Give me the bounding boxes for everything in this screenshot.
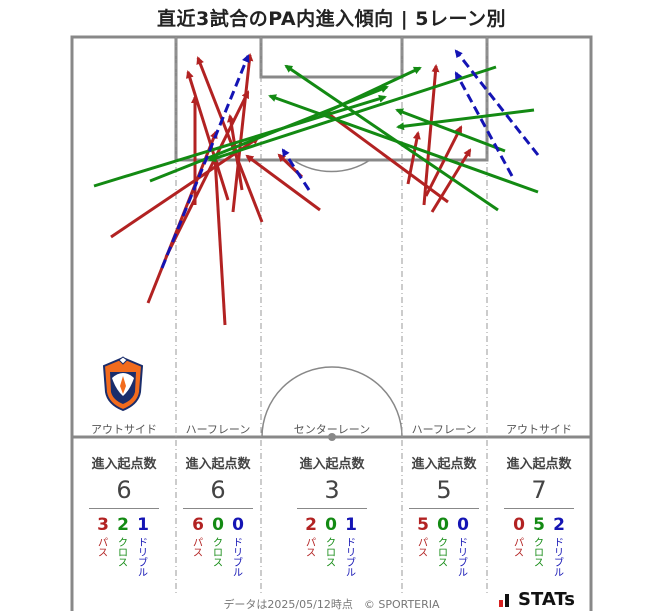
divider — [409, 508, 479, 509]
pass-count: 3 — [97, 515, 109, 535]
cross-label: クロス — [213, 538, 223, 569]
divider — [297, 508, 367, 509]
pass-count: 6 — [192, 515, 204, 535]
pass-count: 2 — [305, 515, 317, 535]
pass-label: パス — [306, 538, 316, 559]
pass-label: パス — [418, 538, 428, 559]
data-timestamp-footer: データは2025/05/12時点 © SPORTERIA — [223, 598, 440, 611]
pass-count: 0 — [513, 515, 525, 535]
dribble-arrow — [160, 54, 250, 269]
dribble-label: ドリブル — [346, 538, 356, 579]
dribble-label: ドリブル — [138, 538, 148, 579]
entry-origin-heading: 進入起点数 — [91, 457, 157, 472]
entry-origin-total: 7 — [531, 476, 547, 504]
cross-count: 0 — [212, 515, 224, 535]
goal-area — [259, 35, 404, 79]
cross-count: 0 — [437, 515, 449, 535]
lane-label-outside-left: アウトサイド — [91, 423, 157, 436]
lane-label-center: センターレーン — [293, 423, 371, 436]
pass-arrow — [424, 125, 463, 197]
penalty-arc — [292, 159, 371, 173]
dribble-arrow — [454, 71, 514, 177]
cross-arrow — [395, 108, 506, 153]
stats-brand: STATs — [518, 589, 575, 610]
center-circle — [261, 366, 403, 438]
cross-label: クロス — [326, 538, 336, 569]
pass-arrow — [231, 53, 254, 213]
dribble-count: 0 — [457, 515, 469, 535]
pass-label: パス — [98, 538, 108, 559]
dribble-count: 2 — [553, 515, 565, 535]
pass-arrow — [430, 148, 472, 213]
divider — [504, 508, 574, 509]
entry-origin-heading: 進入起点数 — [506, 457, 572, 472]
lane-label-halfspace-right: ハーフレーン — [411, 423, 477, 436]
pass-arrow — [324, 110, 449, 204]
dribble-label: ドリブル — [458, 538, 468, 579]
cross-arrow — [319, 66, 422, 117]
cross-label: クロス — [534, 538, 544, 569]
dribble-count: 1 — [345, 515, 357, 535]
dribble-arrows — [160, 49, 540, 269]
dribble-arrow — [454, 49, 540, 156]
pass-arrow — [422, 64, 440, 206]
dribble-label: ドリブル — [233, 538, 243, 579]
cross-count: 5 — [533, 515, 545, 535]
dribble-arrow — [281, 148, 311, 191]
entry-arrows — [93, 49, 540, 326]
lane-label-halfspace-left: ハーフレーン — [185, 423, 251, 436]
stats-logo-icon — [499, 594, 509, 607]
entry-origin-heading: 進入起点数 — [299, 457, 365, 472]
dribble-count: 0 — [232, 515, 244, 535]
cross-arrow — [396, 108, 535, 131]
pass-label: パス — [514, 538, 524, 559]
pass-arrow — [196, 56, 264, 223]
pass-arrow — [406, 131, 421, 185]
chart-title: 直近3試合のPA内進入傾向 | 5レーン別 — [156, 8, 507, 30]
cross-label: クロス — [118, 538, 128, 569]
cross-arrow — [284, 64, 499, 212]
albirex-niigata-crest-icon — [102, 356, 144, 412]
stats-panel-border — [70, 437, 593, 611]
cross-arrow — [93, 94, 387, 188]
pass-arrows — [110, 53, 472, 326]
entry-origin-heading: 進入起点数 — [411, 457, 477, 472]
pass-arrow — [110, 136, 260, 239]
pass-arrow — [245, 154, 321, 212]
pass-arrow — [185, 70, 230, 201]
pass-count: 5 — [417, 515, 429, 535]
divider — [183, 508, 253, 509]
cross-arrow — [268, 94, 539, 194]
cross-arrows — [93, 64, 539, 212]
entry-origin-heading: 進入起点数 — [185, 457, 251, 472]
lane-label-outside-right: アウトサイド — [506, 423, 572, 436]
entry-origin-total: 5 — [436, 476, 452, 504]
cross-count: 2 — [117, 515, 129, 535]
cross-count: 0 — [325, 515, 337, 535]
pass-arrow — [211, 156, 227, 326]
pass-label: パス — [193, 538, 203, 559]
cross-arrow — [208, 65, 497, 162]
divider — [89, 508, 159, 509]
entry-origin-total: 3 — [324, 476, 340, 504]
center-spot — [328, 433, 336, 441]
dribble-count: 1 — [137, 515, 149, 535]
entry-origin-total: 6 — [116, 476, 132, 504]
cross-label: クロス — [438, 538, 448, 569]
entry-origin-total: 6 — [210, 476, 226, 504]
dribble-label: ドリブル — [554, 538, 564, 579]
